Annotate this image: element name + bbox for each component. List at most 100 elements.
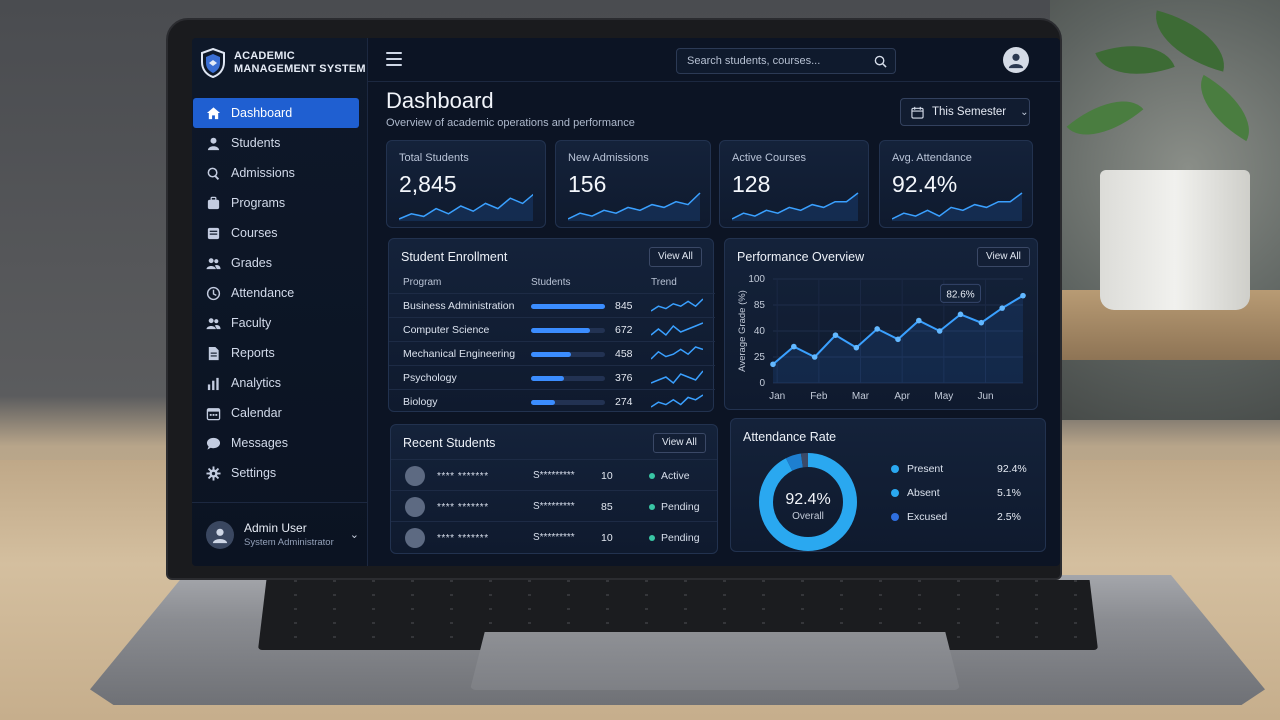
table-row[interactable]: Computer Science 672 [389,317,715,341]
page-subtitle: Overview of academic operations and perf… [386,117,635,129]
x-tick-label: Apr [894,391,910,402]
performance-line-chart: 0 25 40 85 100 Jan Feb Mar Apr May Jun Average Grad… [737,274,1026,402]
legend-label: Present [907,463,944,475]
enrollment-bar [531,376,605,381]
status-label: Active [661,470,690,482]
page-title: Dashboard [386,88,494,113]
sidebar-item-attendance[interactable]: Attendance [193,278,359,308]
enrollment-bar-fill [531,352,572,357]
sidebar-item-admissions[interactable]: Admissions [193,158,359,188]
program-name: Psychology [403,372,457,384]
status-badge: Pending [649,501,700,513]
data-point [770,361,776,368]
data-point [916,317,922,324]
search-input[interactable] [677,49,867,73]
column-header-trend: Trend [651,277,677,288]
x-tick-label: Jan [769,391,785,402]
legend-value: 5.1% [997,487,1021,499]
sidebar-item-dashboard[interactable]: Dashboard [193,98,359,128]
student-name: **** ******* [437,502,489,513]
stat-card: Active Courses 128 [719,140,869,228]
donut-segment-excused [759,453,857,551]
trend-sparkline [651,322,703,337]
sidebar-item-students[interactable]: Students [193,128,359,158]
sidebar-item-analytics[interactable]: Analytics [193,368,359,398]
student-row[interactable]: **** ******* S********* 10 Active [391,459,717,491]
sidebar-item-label: Admissions [231,166,295,180]
stat-label: Total Students [399,152,469,164]
trend-sparkline [651,346,703,360]
y-tick-label: 40 [754,326,766,337]
sidebar-item-programs[interactable]: Programs [193,188,359,218]
sidebar-item-reports[interactable]: Reports [193,338,359,368]
sparkline-line [399,193,533,220]
table-row[interactable]: Psychology 376 [389,365,715,389]
recent-students-view-all-button[interactable]: View All [653,433,706,453]
student-row[interactable]: **** ******* S********* 85 Pending [391,490,717,522]
student-count: 274 [615,396,633,408]
sidebar-item-label: Programs [231,196,286,210]
data-point [978,319,985,326]
profile-avatar[interactable] [1003,47,1029,73]
sidebar-item-label: Dashboard [231,106,293,120]
bar-chart-icon [205,375,221,391]
data-point [832,332,839,338]
period-select[interactable]: This Semester ⌄ [900,98,1030,126]
trend-sparkline [651,394,703,408]
sidebar-item-label: Analytics [231,376,282,390]
chevron-down-icon: ⌄ [1020,106,1029,118]
program-name: Computer Science [403,324,490,336]
stat-label: New Admissions [568,152,649,164]
enrollment-view-all-button[interactable]: View All [649,247,702,267]
enrollment-bar [531,400,605,405]
student-id: S********* [533,501,575,512]
chat-icon [205,435,221,451]
sidebar-item-label: Grades [231,256,272,270]
avatar [405,466,425,486]
legend-dot [891,513,899,521]
legend-item-excused: Excused [891,511,947,523]
sidebar-item-courses[interactable]: Courses [193,218,359,248]
sidebar-item-messages[interactable]: Messages [193,428,359,458]
chevron-down-icon[interactable]: ⌄ [349,529,359,541]
laptop-trackpad [470,632,960,690]
sparkline-line [732,192,859,220]
stat-label: Active Courses [732,152,806,164]
sidebar-item-faculty[interactable]: Faculty [193,308,359,338]
program-name: Business Administration [403,300,515,312]
status-label: Pending [661,501,700,513]
users-icon [205,255,221,271]
legend-item-present: Present [891,463,943,475]
enrollment-title: Student Enrollment [401,250,508,264]
attendance-card: Attendance Rate 92.4% Overall Present 92.… [730,418,1046,552]
search-icon[interactable] [874,55,887,68]
stat-value: 156 [568,171,607,197]
trend-sparkline [651,370,703,385]
program-name: Mechanical Engineering [403,348,516,360]
sidebar-item-grades[interactable]: Grades [193,248,359,278]
table-row[interactable]: Business Administration 845 [389,293,715,317]
sidebar-item-calendar[interactable]: Calendar [193,398,359,428]
student-row[interactable]: **** ******* S********* 10 Pending [391,521,717,553]
sidebar-item-label: Attendance [231,286,295,300]
table-row[interactable]: Biology 274 [389,389,715,413]
donut-center-value: 92.4% [785,491,830,508]
user-menu[interactable]: Admin User System Administrator ⌄ [192,502,368,566]
stat-card: New Admissions 156 [555,140,711,228]
attendance-title: Attendance Rate [743,430,837,444]
legend-item-absent: Absent [891,487,940,499]
brand: ACADEMIC MANAGEMENT SYSTEM [200,48,366,78]
student-number: 85 [601,501,613,513]
stat-sparkline [732,192,859,221]
data-point [999,305,1005,311]
data-point [791,343,797,350]
sparkline-area [732,193,858,221]
hamburger-menu-icon[interactable] [386,52,402,66]
user-icon [212,528,228,543]
status-badge: Active [649,470,690,482]
performance-view-all-button[interactable]: View All [977,247,1030,267]
sidebar-item-settings[interactable]: Settings [193,458,359,488]
student-count: 672 [615,324,633,336]
table-row[interactable]: Mechanical Engineering 458 [389,341,715,365]
column-header-students: Students [531,277,571,288]
